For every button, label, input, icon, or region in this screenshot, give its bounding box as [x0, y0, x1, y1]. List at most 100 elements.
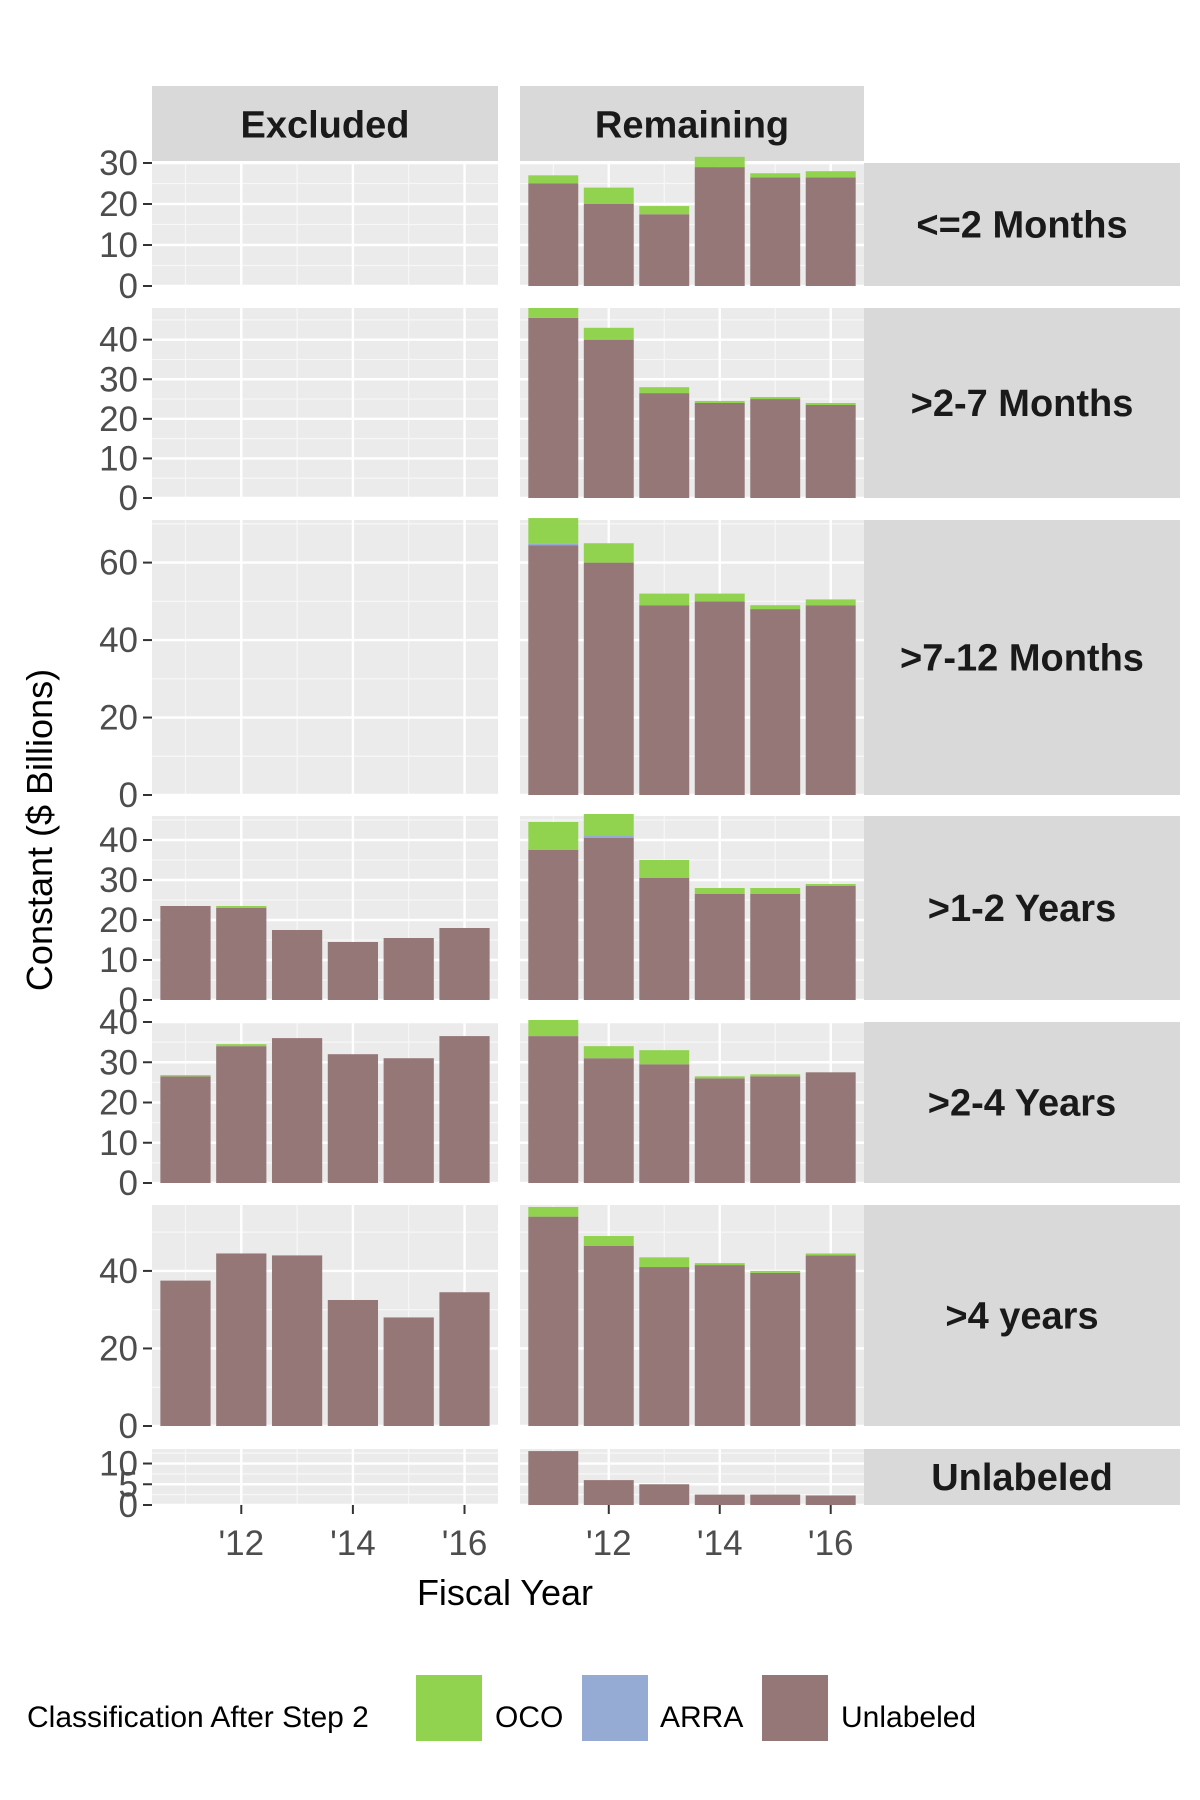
- panel-remaining: [520, 518, 864, 797]
- bar-unlabeled-2012: [583, 562, 634, 795]
- y-tick-label: 10: [99, 941, 138, 980]
- bar-unlabeled-2011: [528, 850, 579, 1000]
- bar-unlabeled-2012: [583, 1480, 634, 1505]
- bar-unlabeled-2015: [383, 938, 434, 1000]
- panel-excluded: [152, 308, 498, 500]
- bar-unlabeled-2011: [528, 1036, 579, 1183]
- bar-oco-2013: [639, 860, 690, 878]
- y-tick-label: 0: [119, 479, 138, 518]
- bar-oco-2011: [528, 308, 579, 318]
- bar-oco-2014: [694, 156, 745, 168]
- panel-remaining: [520, 1449, 864, 1507]
- bar-unlabeled-2011: [528, 1451, 579, 1505]
- bar-unlabeled-2016: [439, 1036, 490, 1183]
- bar-unlabeled-2014: [694, 1494, 745, 1505]
- row-strip: [864, 1205, 1180, 1426]
- bar-oco-2012: [583, 327, 634, 340]
- bar-oco-2015: [750, 173, 801, 178]
- bar-oco-2011: [528, 1206, 579, 1217]
- row-strip-label: Unlabeled: [931, 1457, 1113, 1499]
- legend-title: Classification After Step 2: [27, 1701, 369, 1734]
- y-tick-label: 20: [99, 185, 138, 224]
- bar-unlabeled-2015: [383, 1058, 434, 1183]
- row-strip-label: <=2 Months: [916, 205, 1127, 247]
- bar-oco-2015: [750, 605, 801, 610]
- panel-excluded: [152, 1205, 498, 1428]
- x-tick-label: '14: [330, 1524, 376, 1563]
- y-tick-label: 5: [119, 1465, 138, 1504]
- legend-key-unlabeled: [762, 1675, 828, 1741]
- bar-unlabeled-2013: [271, 1255, 323, 1426]
- bar-unlabeled-2011: [160, 1076, 211, 1183]
- y-tick-label: 30: [99, 360, 138, 399]
- axes: 0102030010203040020406001020304001020304…: [99, 144, 853, 1563]
- bar-unlabeled-2013: [639, 605, 690, 795]
- x-tick-label: '12: [218, 1524, 264, 1563]
- y-tick-label: 20: [99, 699, 138, 738]
- bar-unlabeled-2015: [750, 894, 801, 1000]
- bar-oco-2011: [528, 175, 579, 184]
- bar-oco-2012: [583, 814, 634, 836]
- bar-unlabeled-2016: [805, 605, 856, 795]
- row-strip-label: >2-7 Months: [911, 383, 1134, 425]
- bar-oco-2011: [528, 822, 579, 850]
- row-strip: [864, 1022, 1180, 1183]
- bar-oco-2013: [639, 206, 690, 215]
- bar-unlabeled-2014: [694, 403, 745, 498]
- column-strip-remaining: [520, 86, 864, 161]
- bar-oco-2015: [750, 888, 801, 894]
- panel-remaining: [520, 156, 864, 288]
- legend-label-oco: OCO: [495, 1701, 563, 1734]
- bar-unlabeled-2011: [528, 1216, 579, 1426]
- y-tick-label: 40: [99, 1252, 138, 1291]
- bar-unlabeled-2014: [327, 1299, 379, 1426]
- y-tick-label: 30: [99, 144, 138, 183]
- bar-oco-2016: [805, 403, 856, 405]
- row-strip: [864, 308, 1180, 498]
- y-tick-label: 40: [99, 1003, 138, 1042]
- bar-unlabeled-2011: [160, 906, 211, 1000]
- bar-oco-2012: [583, 543, 634, 563]
- bar-oco-2013: [639, 1257, 690, 1268]
- x-tick-label: '12: [586, 1524, 632, 1563]
- bar-oco-2013: [639, 387, 690, 394]
- bar-unlabeled-2013: [639, 214, 690, 286]
- panel-remaining: [520, 814, 864, 1002]
- bar-unlabeled-2013: [639, 1484, 690, 1505]
- row-strip: [864, 520, 1180, 795]
- legend-label-arra: ARRA: [660, 1701, 743, 1734]
- x-tick-label: '16: [442, 1524, 488, 1563]
- bar-oco-2015: [750, 1270, 801, 1273]
- y-tick-label: 10: [99, 226, 138, 265]
- row-strip-label: >1-2 Years: [928, 888, 1116, 930]
- bar-oco-2012: [583, 1046, 634, 1059]
- bar-unlabeled-2011: [160, 1280, 211, 1426]
- bar-unlabeled-2012: [583, 1245, 634, 1426]
- y-tick-label: 10: [99, 439, 138, 478]
- bar-unlabeled-2015: [750, 1076, 801, 1183]
- bar-unlabeled-2015: [750, 177, 801, 286]
- y-tick-label: 40: [99, 621, 138, 660]
- panel-excluded: [152, 520, 498, 797]
- y-axis-title: Constant ($ Billions): [19, 669, 60, 991]
- row-strip-label: >2-4 Years: [928, 1083, 1116, 1125]
- bar-oco-2014: [694, 888, 745, 894]
- bar-unlabeled-2012: [583, 204, 634, 286]
- y-tick-label: 0: [119, 981, 138, 1020]
- bar-unlabeled-2013: [271, 1038, 323, 1183]
- bar-unlabeled-2011: [528, 545, 579, 795]
- y-tick-label: 10: [99, 1124, 138, 1163]
- y-tick-label: 0: [119, 1486, 138, 1525]
- bar-unlabeled-2016: [805, 404, 856, 498]
- panel-excluded: [152, 1020, 498, 1185]
- bar-oco-2013: [639, 1050, 690, 1065]
- bar-oco-2014: [694, 1076, 745, 1079]
- y-tick-label: 30: [99, 1043, 138, 1082]
- bar-unlabeled-2014: [327, 942, 379, 1000]
- legend-key-oco: [416, 1675, 482, 1741]
- bar-unlabeled-2012: [583, 1058, 634, 1183]
- bar-unlabeled-2016: [805, 886, 856, 1000]
- bar-unlabeled-2013: [639, 878, 690, 1000]
- y-tick-label: 0: [119, 267, 138, 306]
